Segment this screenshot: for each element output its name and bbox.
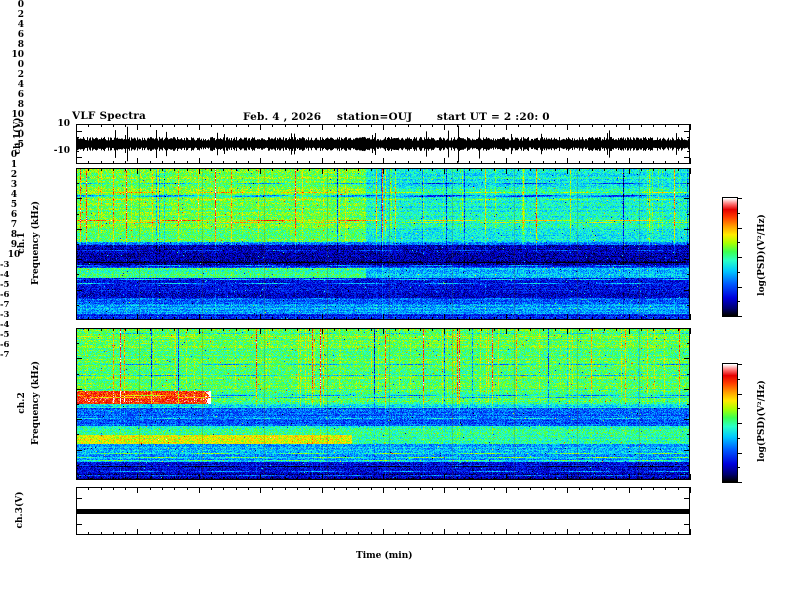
x-major-tick xyxy=(690,124,691,130)
ch2-spec-ytick-6: 6 xyxy=(17,90,24,100)
figure-start-ut: start UT = 2 :20: 0 xyxy=(437,111,550,123)
ch1-spec-ytick-8: 8 xyxy=(17,40,24,50)
ch1-spec-ytick-4: 4 xyxy=(17,20,24,30)
ch3-wave-axis-label: ch.3(V) xyxy=(15,491,25,529)
ch1-spec-axis-label-name: ch.1 xyxy=(17,232,27,254)
ch2-spec-axis-label-name: ch.2 xyxy=(17,392,27,414)
ch2-spectrogram-panel xyxy=(76,328,690,480)
ch1-spec-axis-label-unit: Frequency (kHz) xyxy=(31,201,41,286)
ch1-spec-ytick-2: 2 xyxy=(17,10,24,20)
ch1-colorbar-label: log(PSD)(V²/Hz) xyxy=(757,214,767,296)
x-major-tick xyxy=(690,487,691,493)
x-major-tick xyxy=(690,529,691,535)
ch1-spectrogram-panel xyxy=(76,168,690,320)
ch1-waveform-panel xyxy=(76,124,690,164)
ch1-wave-axis-label: ch.1(V) xyxy=(13,117,23,155)
ch1-wave-ytick-10: 10 xyxy=(57,119,70,129)
ch3-waveform-panel xyxy=(76,487,690,535)
figure-station: station=OUJ xyxy=(337,111,413,123)
ch2-spec-ytick-4: 4 xyxy=(17,80,24,90)
ch1-spec-ytick-0: 0 xyxy=(17,0,24,10)
ch1-wave-ytick-neg10: -10 xyxy=(53,146,70,156)
x-major-tick xyxy=(690,328,691,334)
ch2-spec-axis-label-unit: Frequency (kHz) xyxy=(31,361,41,446)
ch1-spec-ytick-6: 6 xyxy=(17,30,24,40)
figure-title: VLF Spectra xyxy=(72,110,147,122)
ch2-colorbar xyxy=(722,363,738,483)
x-major-tick xyxy=(690,158,691,164)
figure-date: Feb. 4 , 2026 xyxy=(243,111,322,123)
x-major-tick xyxy=(690,474,691,480)
ch1-spec-ytick-10: 10 xyxy=(11,50,24,60)
ch2-spec-ytick-2: 2 xyxy=(17,70,24,80)
ch2-spec-ytick-0: 0 xyxy=(17,60,24,70)
x-major-tick xyxy=(690,314,691,320)
ch2-colorbar-label: log(PSD)(V²/Hz) xyxy=(757,380,767,462)
x-major-tick xyxy=(690,168,691,174)
x-tick-label-2: 2 xyxy=(10,170,18,180)
x-axis-label: Time (min) xyxy=(356,551,413,561)
ch1-colorbar xyxy=(722,197,738,317)
